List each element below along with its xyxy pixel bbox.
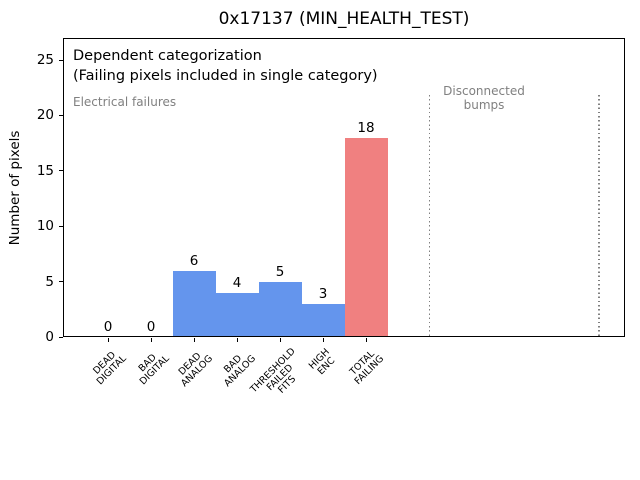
bar-value-label: 6: [189, 252, 199, 269]
y-tick-label: 5: [45, 273, 54, 290]
plot-area: [63, 38, 625, 337]
x-tick-mark: [279, 338, 281, 342]
chart-title: 0x17137 (MIN_HEALTH_TEST): [218, 9, 470, 29]
x-tick-label: DEAD ANALOG: [176, 350, 216, 390]
x-tick-mark: [107, 338, 109, 342]
x-tick-label: DEAD DIGITAL: [90, 349, 129, 388]
bar-value-label: 3: [318, 285, 328, 302]
bar-value-label: 18: [357, 119, 375, 136]
bar-value-label: 0: [103, 319, 113, 335]
y-tick-mark: [59, 336, 63, 338]
disconnected-bumps-label: Disconnected bumps: [443, 84, 525, 112]
x-tick-mark: [236, 338, 238, 342]
y-axis-label: Number of pixels: [7, 130, 23, 246]
bar-high-enc: [301, 303, 345, 336]
bar-value-label: 5: [275, 263, 285, 280]
x-tick-mark: [150, 338, 152, 342]
bar-bad-analog: [215, 292, 259, 336]
x-tick-mark: [193, 338, 195, 342]
x-tick-mark: [365, 338, 367, 342]
categorization-note: Dependent categorization (Failing pixels…: [73, 48, 378, 84]
bar-dead-analog: [172, 270, 216, 336]
bar-value-label: 0: [146, 319, 156, 335]
y-tick-mark: [59, 225, 63, 227]
x-tick-label: HIGH ENC: [306, 346, 338, 377]
y-tick-label: 10: [36, 218, 54, 235]
bar-threshold-failed-fits: [258, 281, 302, 336]
bar-value-label: 4: [232, 274, 242, 291]
y-tick-mark: [59, 281, 63, 283]
disconnected-region-dotted-line: [428, 95, 431, 337]
y-tick-mark: [59, 170, 63, 172]
disconnected-region-dotted-line: [598, 95, 600, 337]
x-tick-label: BAD DIGITAL: [136, 352, 172, 388]
x-tick-mark: [322, 338, 324, 342]
y-tick-label: 15: [36, 162, 54, 179]
x-tick-label: TOTAL FAILING: [347, 348, 387, 387]
y-tick-label: 25: [36, 52, 54, 68]
y-tick-label: 20: [36, 107, 54, 124]
bar-total-failing: [344, 137, 388, 336]
y-tick-label: 0: [45, 329, 54, 345]
x-tick-label: THRESHOLD FAILED FITS: [247, 346, 298, 397]
y-tick-mark: [59, 59, 63, 61]
y-tick-mark: [59, 114, 63, 116]
electrical-failures-label: Electrical failures: [73, 95, 177, 109]
